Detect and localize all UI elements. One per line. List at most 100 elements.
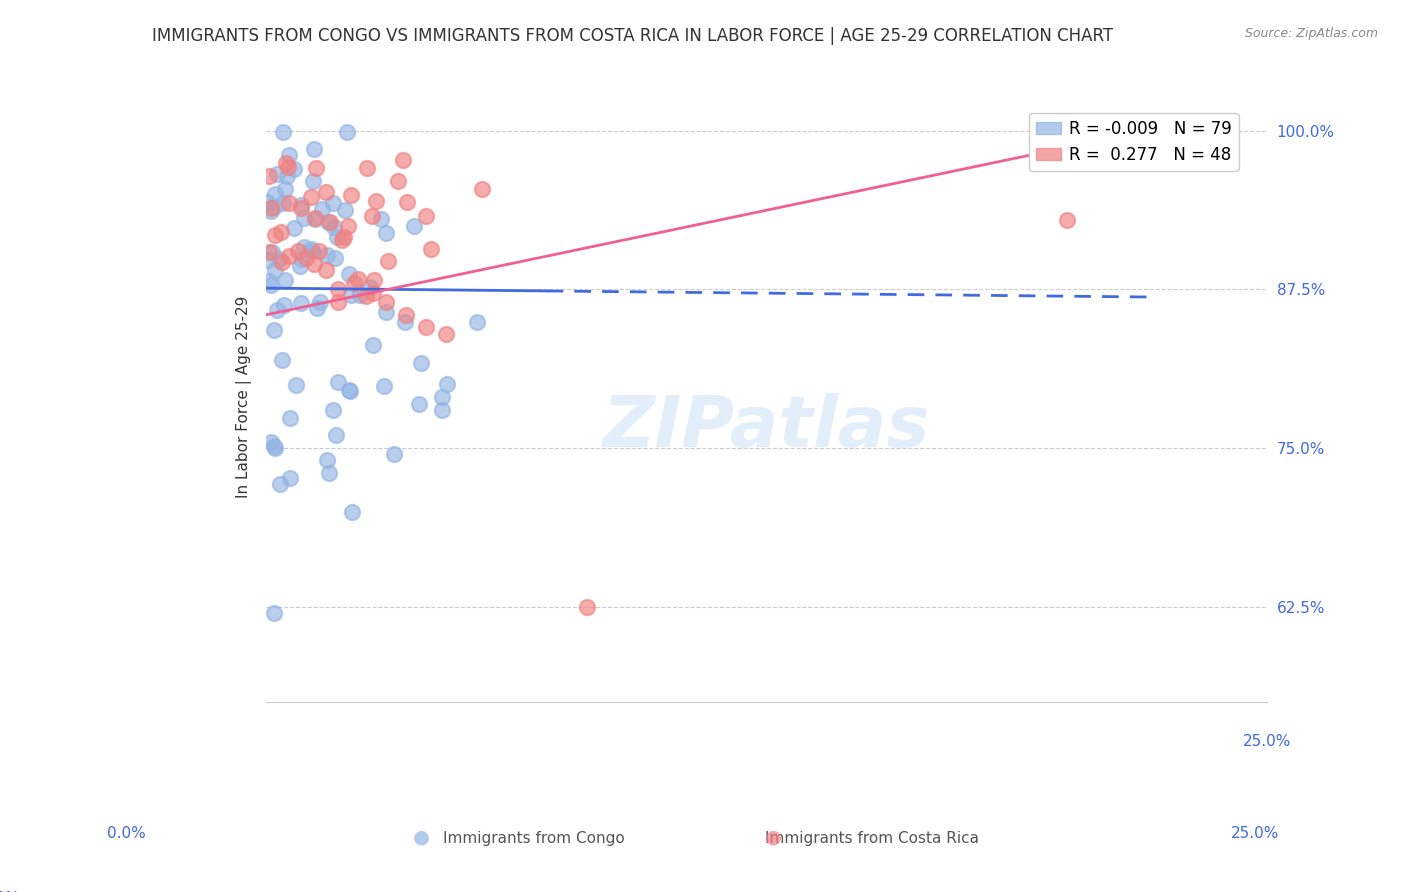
Point	[277, 148, 299, 162]
Point	[311, 202, 333, 217]
Point	[333, 202, 356, 217]
Point	[328, 282, 350, 296]
Point	[299, 189, 322, 203]
Point	[278, 411, 301, 425]
Point	[266, 303, 288, 318]
Point	[430, 390, 453, 404]
Point	[269, 476, 291, 491]
Point	[359, 280, 381, 294]
Point	[290, 201, 312, 215]
Point	[395, 194, 418, 209]
Point	[387, 174, 409, 188]
Point	[373, 379, 395, 393]
Point	[270, 225, 292, 239]
Point	[326, 230, 349, 244]
Point	[304, 257, 326, 271]
Point	[395, 308, 418, 322]
Point	[266, 167, 288, 181]
Point	[361, 209, 384, 223]
Point	[336, 125, 359, 139]
Point	[294, 239, 316, 253]
Point	[302, 143, 325, 157]
Point	[299, 243, 322, 257]
Point	[278, 196, 301, 211]
Point	[271, 353, 294, 368]
Point	[277, 160, 299, 174]
Text: ●: ●	[765, 828, 782, 847]
Text: Immigrants from Congo: Immigrants from Congo	[443, 831, 626, 846]
Point	[284, 378, 307, 392]
Point	[375, 295, 398, 310]
Point	[305, 161, 328, 176]
Point	[471, 181, 494, 195]
Point	[328, 294, 350, 309]
Point	[465, 315, 488, 329]
Point	[304, 211, 326, 225]
Point	[382, 447, 405, 461]
Point	[305, 301, 328, 315]
Point	[366, 194, 388, 208]
Point	[1056, 212, 1078, 227]
Point	[292, 211, 315, 225]
Point	[283, 221, 305, 235]
Text: 25.0%: 25.0%	[1243, 734, 1291, 748]
Point	[260, 434, 283, 449]
Point	[377, 253, 399, 268]
Point	[301, 244, 323, 259]
Point	[260, 201, 283, 215]
Point	[392, 153, 415, 167]
Point	[257, 274, 280, 288]
Legend: R = -0.009   N = 79, R =  0.277   N = 48: R = -0.009 N = 79, R = 0.277 N = 48	[1029, 113, 1239, 170]
Point	[326, 376, 349, 390]
Point	[290, 198, 312, 212]
Text: IMMIGRANTS FROM CONGO VS IMMIGRANTS FROM COSTA RICA IN LABOR FORCE | AGE 25-29 C: IMMIGRANTS FROM CONGO VS IMMIGRANTS FROM…	[152, 27, 1114, 45]
Point	[415, 210, 437, 224]
Point	[291, 252, 314, 266]
Point	[260, 203, 283, 218]
Point	[301, 174, 323, 188]
Point	[330, 233, 353, 247]
Point	[337, 267, 360, 281]
Point	[316, 452, 339, 467]
Point	[356, 161, 378, 175]
Point	[432, 403, 454, 417]
Point	[263, 606, 285, 620]
Point	[264, 441, 287, 455]
Point	[256, 253, 278, 268]
Point	[271, 125, 294, 139]
Text: Source: ZipAtlas.com: Source: ZipAtlas.com	[1244, 27, 1378, 40]
Point	[274, 273, 297, 287]
Point	[304, 211, 326, 226]
Point	[276, 169, 298, 183]
Text: 0.0%: 0.0%	[107, 827, 146, 841]
Point	[575, 599, 598, 614]
Point	[315, 185, 337, 199]
Point	[419, 242, 441, 256]
Point	[343, 276, 366, 290]
Point	[260, 278, 283, 293]
Point	[361, 286, 384, 301]
Text: 25.0%: 25.0%	[1232, 827, 1279, 841]
Point	[370, 212, 392, 227]
Point	[323, 251, 346, 265]
Point	[346, 272, 368, 286]
Point	[283, 161, 305, 176]
Point	[337, 383, 360, 397]
Point	[415, 320, 437, 334]
Point	[315, 263, 337, 277]
Point	[322, 196, 344, 211]
Point	[262, 244, 284, 259]
Y-axis label: In Labor Force | Age 25-29: In Labor Force | Age 25-29	[236, 296, 253, 499]
Point	[436, 326, 458, 341]
Point	[264, 187, 287, 202]
Point	[375, 226, 398, 240]
Point	[315, 248, 337, 262]
Point	[319, 215, 342, 229]
Point	[374, 305, 396, 319]
Point	[278, 470, 301, 484]
Point	[316, 215, 339, 229]
Point	[394, 315, 416, 329]
Point	[263, 439, 285, 453]
Point	[264, 262, 287, 277]
Text: ●: ●	[413, 828, 430, 847]
